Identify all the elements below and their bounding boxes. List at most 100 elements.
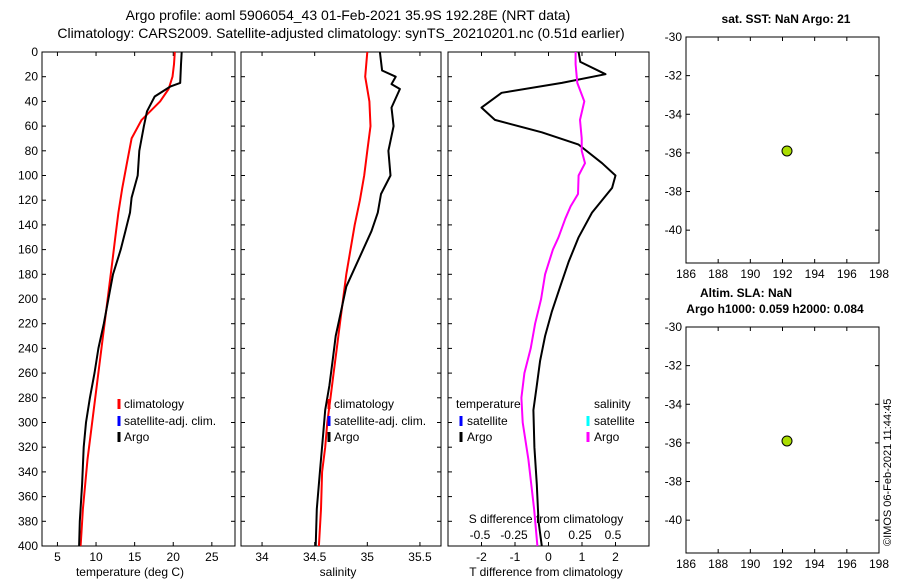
x-tick-label: 34.5 (303, 550, 327, 564)
series-line-s-difference-argo (520, 52, 586, 547)
map-lon-tick-label: 188 (708, 557, 728, 571)
depth-tick-label: 60 (25, 119, 39, 133)
sla-map-title-line2: Argo h1000: 0.059 h2000: 0.084 (686, 302, 864, 316)
depth-tick-label: 340 (18, 465, 38, 479)
map-lon-tick-label: 198 (869, 267, 889, 281)
legend-satellite-clim-label: satellite-adj. clim. (124, 414, 216, 428)
depth-tick-label: 400 (18, 539, 38, 553)
legend-s-argo-label: Argo (594, 430, 620, 444)
legend-t-argo-label: Argo (467, 430, 493, 444)
figure-title-line2: Climatology: CARS2009. Satellite-adjuste… (57, 25, 624, 41)
depth-tick-label: 240 (18, 341, 38, 355)
s-diff-tick-label: 0.25 (568, 528, 592, 542)
temperature-panel: 0 20 40 60 80 100 120 140 160 180 200 220 240 260 280 3… (18, 45, 236, 579)
x-tick-label: 15 (128, 550, 142, 564)
depth-tick-label: 180 (18, 267, 38, 281)
x-tick-label: 20 (167, 550, 181, 564)
map-lat-tick-label: -40 (665, 223, 683, 237)
map-lat-tick-label: -30 (665, 30, 683, 44)
depth-tick-label: 300 (18, 416, 38, 430)
map-lon-tick-label: 192 (772, 267, 792, 281)
sst-map-title: sat. SST: NaN Argo: 21 (722, 12, 851, 26)
map-lat-tick-label: -38 (665, 475, 683, 489)
map-lon-tick-label: 196 (837, 267, 857, 281)
salinity-panel: 34 34.5 35 35.5 salinity climatology satell… (240, 51, 442, 579)
depth-tick-label: 160 (18, 243, 38, 257)
depth-tick-label: 260 (18, 366, 38, 380)
map-lat-tick-label: -34 (665, 107, 683, 121)
map-lon-tick-label: 186 (676, 267, 696, 281)
legend-argo-label: Argo (124, 430, 150, 444)
map-lon-tick-label: 188 (708, 267, 728, 281)
x-tick-label: -2 (476, 550, 487, 564)
depth-tick-label: 360 (18, 490, 38, 504)
depth-tick-label: 20 (25, 70, 39, 84)
x-tick-label: -1 (510, 550, 521, 564)
difference-legend: temperature satellite Argo salinity sate… (456, 397, 635, 444)
legend-climatology-label: climatology (334, 397, 394, 411)
s-diff-tick-label: -0.5 (470, 528, 491, 542)
map-lon-tick-label: 194 (805, 557, 825, 571)
x-tick-label: 0 (545, 550, 552, 564)
map-lat-tick-label: -40 (665, 513, 683, 527)
map-lat-tick-label: -36 (665, 436, 683, 450)
map-lon-tick-label: 192 (772, 557, 792, 571)
sla-map-panel: Altim. SLA: NaN Argo h1000: 0.059 h2000:… (665, 286, 890, 571)
legend-satellite-clim-label: satellite-adj. clim. (334, 414, 426, 428)
legend-s-satellite-label: satellite (594, 414, 635, 428)
depth-tick-label: 0 (31, 45, 38, 59)
map-lon-tick-label: 196 (837, 557, 857, 571)
temperature-legend: climatology satellite-adj. clim. Argo (117, 397, 216, 444)
map-lat-tick-label: -32 (665, 359, 683, 373)
x-tick-label: 5 (54, 550, 61, 564)
legend-salinity-title: salinity (594, 397, 631, 411)
x-tick-label: 25 (205, 550, 219, 564)
series-line-climatology (317, 51, 372, 547)
depth-tick-label: 200 (18, 292, 38, 306)
legend-argo-label: Argo (334, 430, 360, 444)
depth-tick-label: 220 (18, 317, 38, 331)
depth-tick-label: 320 (18, 440, 38, 454)
map-lon-tick-label: 198 (869, 557, 889, 571)
map-lon-tick-label: 190 (740, 267, 760, 281)
figure-title-line1: Argo profile: aoml 5906054_43 01-Feb-202… (126, 7, 571, 23)
depth-tick-label: 120 (18, 193, 38, 207)
series-line-argo (314, 51, 401, 547)
salinity-xlabel: salinity (320, 565, 357, 579)
map-lat-tick-label: -32 (665, 69, 683, 83)
series-line-t-difference-argo- (480, 51, 617, 547)
map-lat-tick-label: -36 (665, 146, 683, 160)
map-lat-tick-label: -30 (665, 320, 683, 334)
x-tick-label: 34 (255, 550, 269, 564)
sst-map-panel: sat. SST: NaN Argo: 21 186 188 190 192 194 19… (665, 12, 890, 281)
argo-position-marker (781, 145, 793, 157)
map-lat-tick-label: -38 (665, 185, 683, 199)
x-tick-label: 1 (579, 550, 586, 564)
map-lat-tick-label: -34 (665, 397, 683, 411)
legend-temperature-title: temperature (456, 397, 521, 411)
temperature-xlabel: temperature (deg C) (76, 565, 184, 579)
x-tick-label: 35 (361, 550, 375, 564)
depth-tick-label: 380 (18, 514, 38, 528)
depth-tick-label: 80 (25, 144, 39, 158)
map-lon-tick-label: 186 (676, 557, 696, 571)
x-tick-label: 35.5 (408, 550, 432, 564)
s-difference-axis-title: S difference from climatology (469, 512, 624, 526)
sla-map-title-line1: Altim. SLA: NaN (700, 286, 792, 300)
depth-axis: 0 20 40 60 80 100 120 140 160 180 200 220 240 260 280 3… (18, 45, 38, 553)
s-diff-tick-label: 0 (544, 528, 551, 542)
legend-t-satellite-label: satellite (467, 414, 508, 428)
series-line-argo (78, 51, 183, 547)
s-difference-axis: -0.5 -0.25 0 0.25 0.5 (470, 528, 622, 542)
map-lon-tick-label: 194 (805, 267, 825, 281)
imos-timestamp-watermark: ©IMOS 06-Feb-2021 11:44:45 (882, 399, 894, 546)
depth-tick-label: 100 (18, 169, 38, 183)
difference-panel: -2 -1 0 1 2 T difference from climatology S … (447, 51, 650, 579)
s-diff-tick-label: -0.25 (500, 528, 528, 542)
s-diff-tick-label: 0.5 (605, 528, 622, 542)
argo-position-marker (781, 435, 793, 447)
difference-xlabel: T difference from climatology (469, 565, 623, 579)
x-tick-label: 10 (89, 550, 103, 564)
depth-tick-label: 40 (25, 94, 39, 108)
